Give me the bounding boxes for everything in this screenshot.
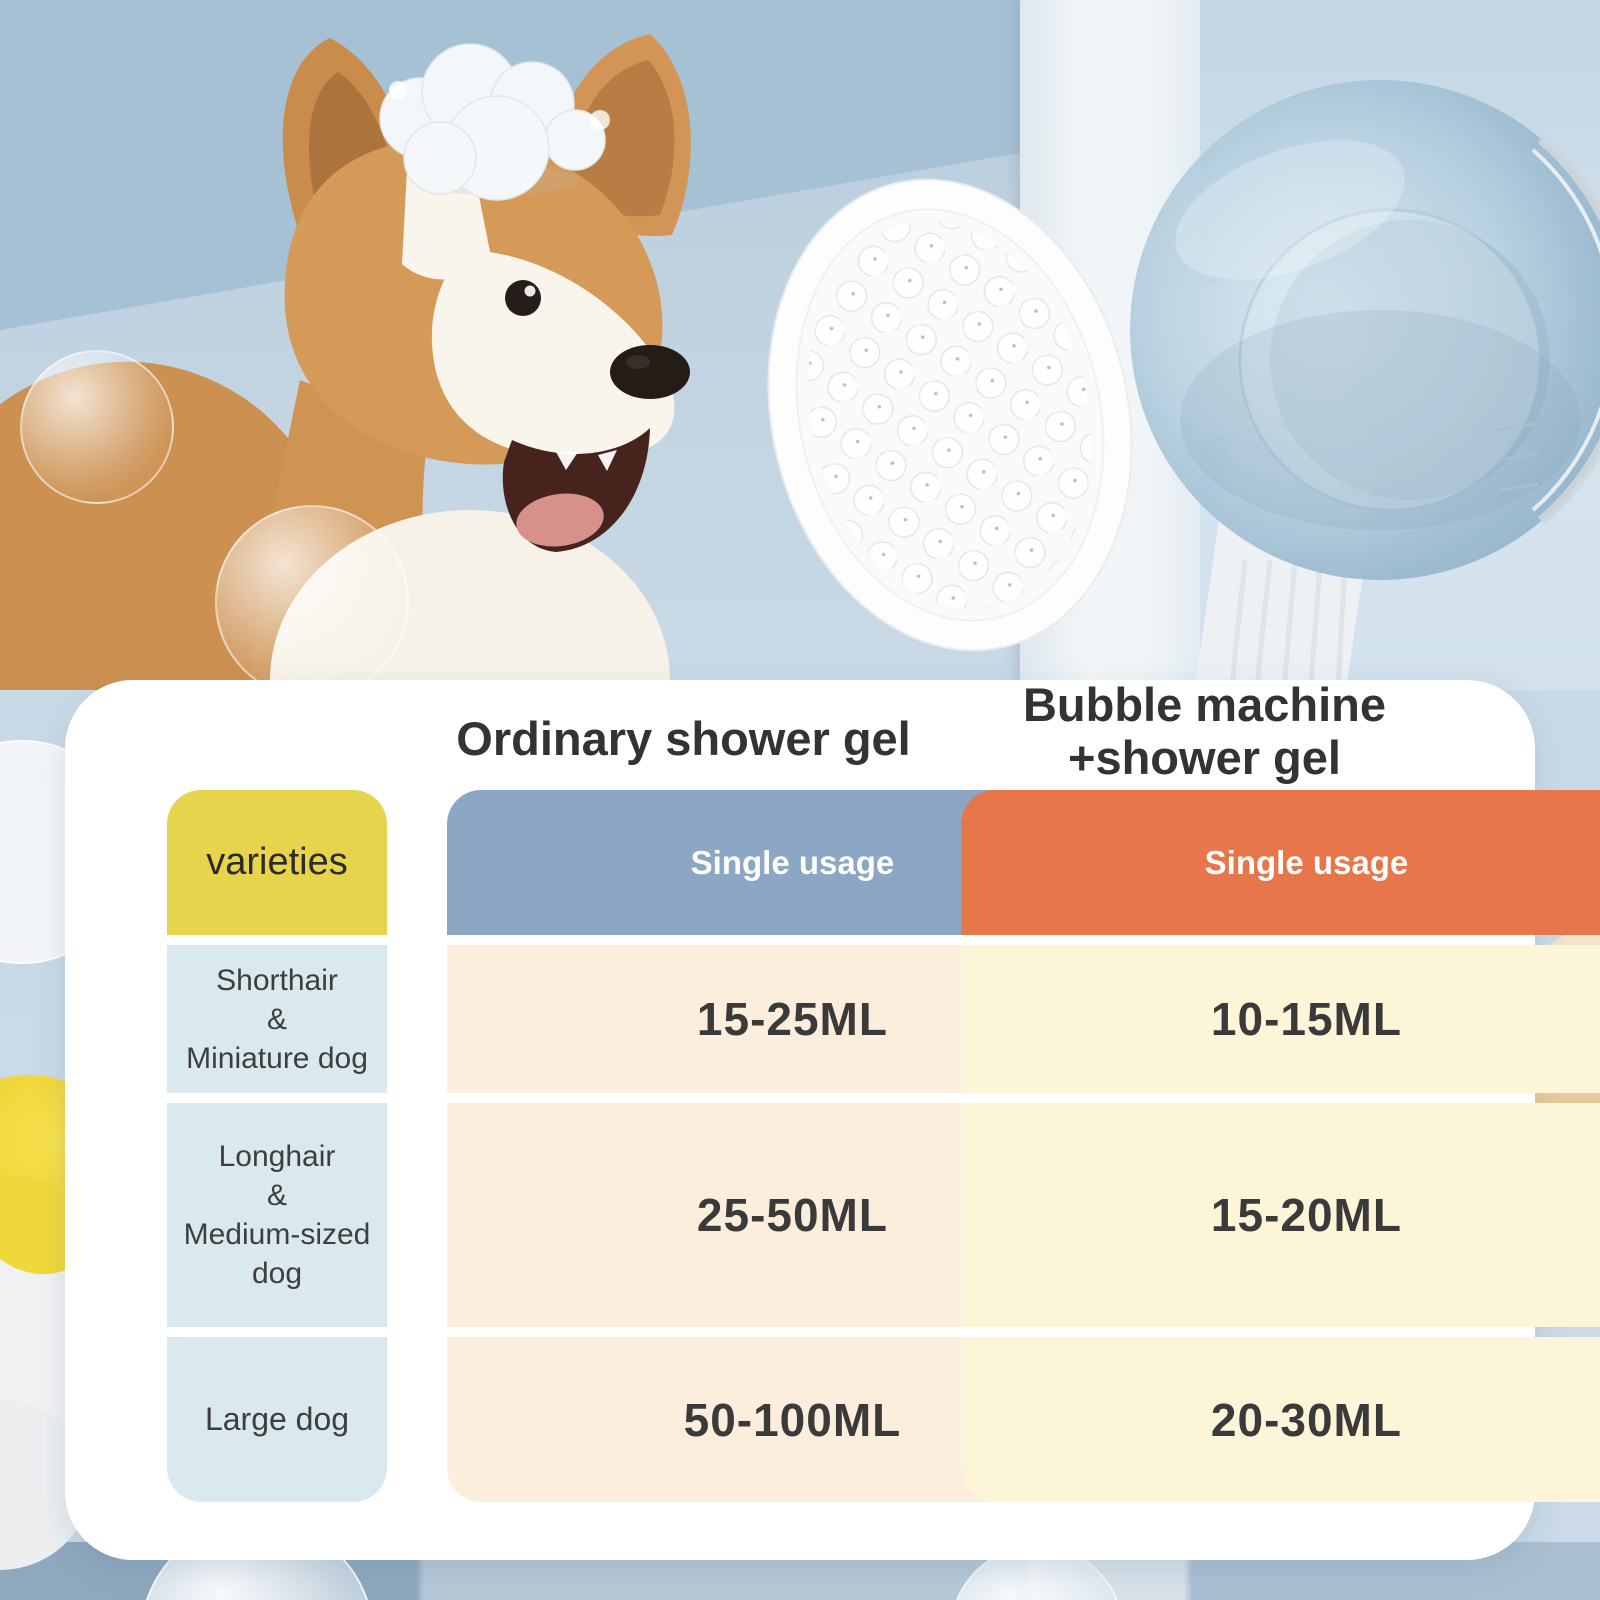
bubble-columns-header: Single usage 300ML Number of uses <box>961 790 1600 935</box>
bubble-row-large-dog: 20-30ML 10-15times <box>961 1337 1600 1502</box>
variety-cell-shorthair: Shorthair & Miniature dog <box>167 945 387 1093</box>
single-usage-value: 15-25ML <box>696 993 888 1045</box>
foam-on-head <box>379 43 610 201</box>
varieties-header-label: varieties <box>206 841 348 883</box>
variety-label: Longhair & Medium-sized dog <box>183 1140 371 1290</box>
single-usage-value: 50-100ML <box>683 1393 902 1446</box>
variety-label: Large dog <box>204 1400 350 1437</box>
ordinary-shower-gel-title: Ordinary shower gel <box>456 711 911 765</box>
variety-cell-large-dog: Large dog <box>167 1337 387 1502</box>
bubble-row-longhair: 15-20ML 15-20times <box>961 1103 1600 1327</box>
usage-table-panel: Ordinary shower gel Bubble machine +show… <box>65 678 1600 1560</box>
variety-label: Shorthair & Miniature dog <box>186 963 368 1075</box>
measurement-marks <box>1494 422 1539 492</box>
corgi-eye <box>505 280 541 316</box>
single-usage-column-label: Single usage <box>690 843 895 881</box>
bubble-machine-title: Bubble machine +shower gel <box>1022 678 1386 784</box>
bubble-machine-brush-photo <box>767 80 1600 690</box>
brush-pad <box>767 178 1133 652</box>
variety-cell-longhair: Longhair & Medium-sized dog <box>167 1103 387 1327</box>
single-usage-value: 10-15ML <box>1210 993 1402 1045</box>
single-usage-value: 25-50ML <box>696 1189 888 1241</box>
bubble <box>215 505 409 699</box>
corgi-tongue <box>516 493 604 547</box>
bubble <box>20 350 174 504</box>
corgi-nose <box>610 345 690 399</box>
bubble-row-shorthair: 10-15ML 20-30times <box>961 945 1600 1093</box>
single-usage-value: 15-20ML <box>1210 1189 1402 1241</box>
single-usage-column-label: Single usage <box>1204 843 1409 881</box>
varieties-header: varieties <box>167 790 387 935</box>
foam-reservoir-dome <box>1130 80 1600 580</box>
single-usage-value: 20-30ML <box>1210 1393 1402 1446</box>
